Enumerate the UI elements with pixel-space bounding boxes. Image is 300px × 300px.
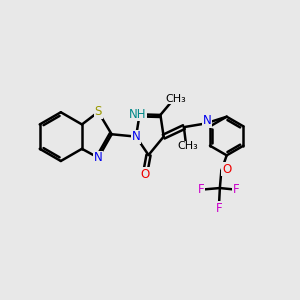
Text: O: O [140, 168, 150, 181]
Text: N: N [202, 114, 211, 127]
Text: CH₃: CH₃ [165, 94, 186, 103]
Text: F: F [198, 183, 204, 196]
Text: S: S [94, 106, 102, 118]
Text: N: N [132, 130, 140, 143]
Text: N: N [94, 151, 103, 164]
Text: F: F [233, 183, 239, 196]
Text: NH: NH [128, 108, 146, 121]
Text: O: O [222, 163, 231, 176]
Text: F: F [216, 202, 222, 215]
Text: CH₃: CH₃ [177, 141, 198, 152]
